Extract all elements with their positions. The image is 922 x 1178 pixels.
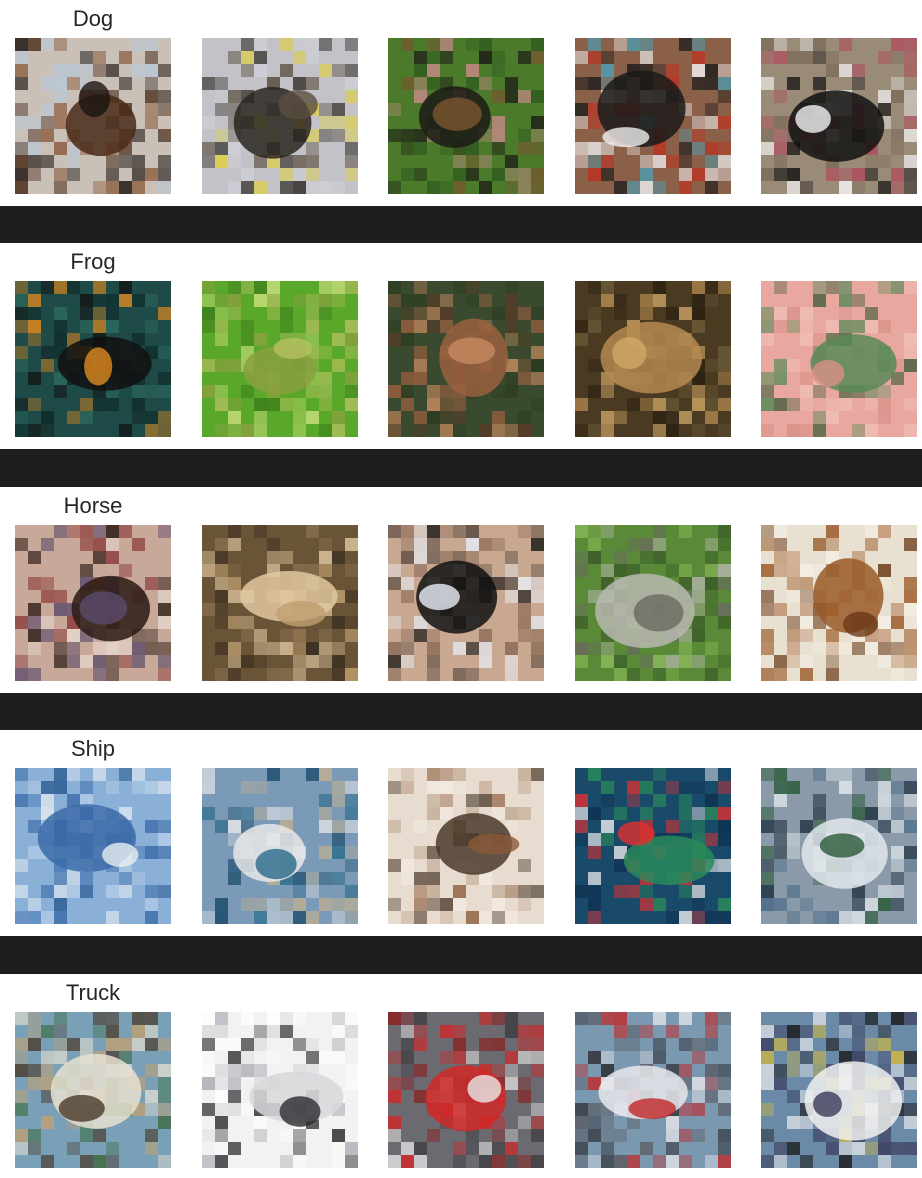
image-thumbnail xyxy=(761,768,917,924)
category-row-dog: Dog xyxy=(0,0,922,206)
category-label: Ship xyxy=(70,736,116,761)
sample-image-truck-1-moving-truck-ramp xyxy=(15,1012,171,1168)
image-thumbnail xyxy=(761,525,917,681)
category-label: Truck xyxy=(65,980,121,1005)
image-thumbnail xyxy=(388,281,544,437)
image-thumbnail xyxy=(15,1012,171,1168)
category-row-truck: Truck xyxy=(0,974,922,1178)
image-thumbnail xyxy=(202,281,358,437)
image-thumbnail xyxy=(202,38,358,194)
sample-image-dog-4-puppy-with-toy xyxy=(575,38,731,194)
sample-image-truck-5-dump-truck-road xyxy=(761,1012,917,1168)
sample-image-ship-3-cargo-ship xyxy=(388,768,544,924)
sample-image-horse-1-show-ring-crowd xyxy=(15,525,171,681)
image-thumbnail xyxy=(575,525,731,681)
image-thumbnail xyxy=(15,281,171,437)
image-thumbnail xyxy=(202,768,358,924)
image-thumbnail xyxy=(388,768,544,924)
image-thumbnail xyxy=(388,525,544,681)
sample-image-dog-1-rottweiler-closeup xyxy=(15,38,171,194)
image-thumbnail xyxy=(575,281,731,437)
category-label: Dog xyxy=(72,6,114,31)
category-label: Frog xyxy=(70,249,116,274)
category-label: Horse xyxy=(63,493,123,518)
sample-image-horse-2-palomino-field xyxy=(202,525,358,681)
image-thumbnail xyxy=(15,768,171,924)
image-thumbnail xyxy=(388,1012,544,1168)
sample-image-horse-4-grey-horse-trotting xyxy=(575,525,731,681)
sample-image-dog-3-black-tan-on-grass xyxy=(388,38,544,194)
sample-image-truck-2-white-truck xyxy=(202,1012,358,1168)
image-thumbnail xyxy=(575,1012,731,1168)
sample-image-ship-2-white-yacht-harbor xyxy=(202,768,358,924)
sample-image-frog-2-green-frog-on-leaf xyxy=(202,281,358,437)
image-thumbnail xyxy=(15,38,171,194)
sample-image-frog-4-toad-on-soil xyxy=(575,281,731,437)
sample-image-horse-5-chestnut-horse xyxy=(761,525,917,681)
image-thumbnail xyxy=(761,281,917,437)
image-thumbnail xyxy=(575,38,731,194)
image-thumbnail xyxy=(761,38,917,194)
category-row-ship: Ship xyxy=(0,730,922,936)
image-thumbnail xyxy=(15,525,171,681)
category-row-horse: Horse xyxy=(0,487,922,693)
sample-image-ship-5-ferry-port xyxy=(761,768,917,924)
sample-image-horse-3-black-horse-desert xyxy=(388,525,544,681)
sample-image-frog-3-brown-toad-in-grass xyxy=(388,281,544,437)
image-thumbnail xyxy=(202,1012,358,1168)
image-thumbnail xyxy=(388,38,544,194)
sample-image-frog-5-frog-in-hand xyxy=(761,281,917,437)
sample-image-truck-4-red-white-cab xyxy=(575,1012,731,1168)
sample-image-frog-1-orange-spotted-on-leaf xyxy=(15,281,171,437)
image-thumbnail xyxy=(761,1012,917,1168)
sample-image-truck-3-red-fire-truck xyxy=(388,1012,544,1168)
sample-image-ship-4-green-red-tanker xyxy=(575,768,731,924)
sample-image-ship-1-distant-ship-sea xyxy=(15,768,171,924)
image-thumbnail xyxy=(202,525,358,681)
sample-image-dog-2-dark-dog-standing xyxy=(202,38,358,194)
sample-image-dog-5-black-white-on-ground xyxy=(761,38,917,194)
category-row-frog: Frog xyxy=(0,243,922,449)
image-thumbnail xyxy=(575,768,731,924)
